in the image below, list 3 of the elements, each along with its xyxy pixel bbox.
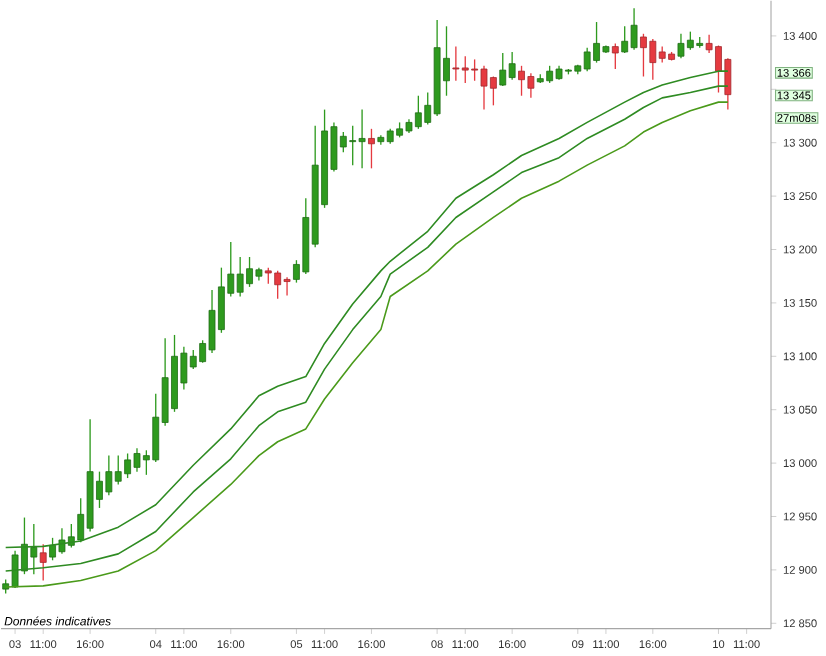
candlestick — [39, 543, 47, 581]
candlestick — [368, 127, 375, 169]
candlestick — [611, 42, 619, 70]
